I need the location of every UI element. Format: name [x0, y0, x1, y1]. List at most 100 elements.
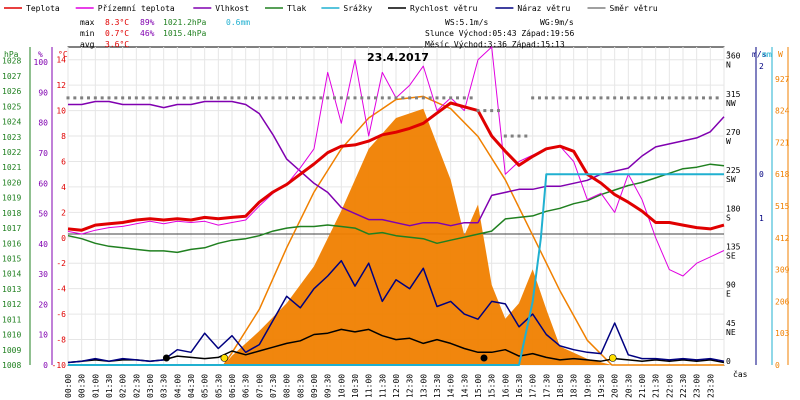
wind-dir-dot	[169, 96, 172, 100]
wind-dir-dot	[100, 96, 104, 100]
series-rain	[68, 173, 724, 366]
wind-dir-dot	[620, 96, 623, 100]
wind-dir-dot	[394, 96, 398, 100]
wind-dir-dot	[497, 109, 500, 113]
tick-hpa: 1018	[2, 209, 21, 218]
tick-dir-deg: 180	[726, 204, 741, 213]
tick-dir-deg: 0	[726, 357, 731, 366]
tick-pct: 20	[38, 300, 48, 309]
tick-time: 03:30	[160, 374, 169, 398]
axes: 1028102710261025102410231022102110201019…	[2, 47, 790, 398]
series-pressure	[67, 163, 725, 254]
moonset-marker	[480, 354, 488, 362]
tick-hpa: 1025	[2, 102, 21, 111]
tick-pct: 30	[38, 270, 48, 279]
tick-time: 22:00	[665, 374, 674, 398]
wind-dir-dot	[640, 96, 644, 100]
tick-pct: 50	[38, 210, 48, 219]
stat-min-hum: 46%	[140, 29, 155, 38]
tick-time: 13:30	[433, 374, 442, 398]
wind-dir-dot	[688, 96, 692, 100]
tick-time: 09:00	[310, 374, 319, 398]
tick-ms: 0	[759, 170, 764, 179]
tick-time: 15:00	[474, 374, 483, 398]
tick-time: 06:00	[228, 374, 237, 398]
stat-rain: 0.6mm	[226, 18, 250, 27]
wind-dir-dot	[257, 96, 261, 100]
solar-area	[68, 108, 724, 366]
tick-c: 2	[61, 208, 66, 217]
axis-label-mm: mm	[762, 50, 772, 59]
wind-dir-dot	[408, 96, 412, 100]
wind-dir-dot	[141, 96, 145, 100]
wind-dir-dot	[346, 96, 350, 100]
tick-c: -4	[56, 285, 66, 294]
wind-dir-dot	[647, 96, 651, 100]
series-wind-gust	[67, 259, 725, 364]
tick-pct: 0	[43, 361, 48, 370]
legend-label: Teplota	[26, 4, 60, 13]
wind-dir-dot	[702, 96, 705, 100]
tick-ms: 2	[759, 62, 764, 71]
wind-dir-dot	[626, 96, 630, 100]
wind-dir-dot	[285, 96, 289, 100]
legend-label: Přízemní teplota	[98, 4, 175, 13]
wind-dir-dot	[367, 96, 371, 100]
tick-dir-name: W	[726, 137, 731, 146]
tick-time: 16:30	[515, 374, 524, 398]
tick-dir-deg: 135	[726, 243, 741, 252]
tick-time: 00:00	[64, 374, 73, 398]
wind-dir-dot	[203, 96, 207, 100]
tick-time: 09:30	[324, 374, 333, 398]
tick-c: -10	[52, 361, 67, 370]
tick-hpa: 1019	[2, 194, 21, 203]
tick-time: 07:30	[269, 374, 278, 398]
wind-dir-dot	[613, 96, 617, 100]
chart-title: 23.4.2017	[367, 51, 429, 64]
wind-dir-dot	[462, 96, 466, 100]
tick-dir-name: S	[726, 213, 731, 222]
wind-dir-dot	[544, 96, 548, 100]
tick-time: 19:30	[597, 374, 606, 398]
tick-time: 01:30	[105, 374, 114, 398]
wind-dir-dot	[93, 96, 97, 100]
axis-label-c: °C	[58, 50, 68, 59]
tick-pct: 60	[38, 179, 48, 188]
tick-dir-name: NW	[726, 99, 736, 108]
wind-dir-dot	[695, 96, 699, 100]
tick-hpa: 1016	[2, 239, 21, 248]
tick-w: 309	[775, 266, 790, 275]
wind-dir-dot	[456, 96, 459, 100]
wind-dir-dot	[353, 96, 357, 100]
wind-dir-dot	[148, 96, 152, 100]
wind-dir-dot	[182, 96, 186, 100]
wind-dir-dot	[292, 96, 295, 100]
wind-dir-dot	[271, 96, 275, 100]
wind-dir-dot	[483, 109, 487, 113]
tick-pct: 70	[38, 149, 48, 158]
wind-dir-dot	[114, 96, 118, 100]
tick-hpa: 1013	[2, 285, 21, 294]
tick-time: 19:00	[583, 374, 592, 398]
wind-dir-dot	[599, 96, 603, 100]
tick-time: 05:30	[214, 374, 223, 398]
wind-dir-dot	[661, 96, 664, 100]
tick-pct: 100	[34, 58, 49, 67]
tick-time: 22:30	[679, 374, 688, 398]
tick-c: 0	[61, 234, 66, 243]
wind-dir-dot	[633, 96, 637, 100]
wind-dir-dot	[579, 96, 582, 100]
tick-time: 21:30	[652, 374, 661, 398]
stat-min-label: min	[80, 29, 95, 38]
wind-dir-dot	[278, 96, 282, 100]
tick-pct: 90	[38, 88, 48, 97]
wind-dir-dot	[251, 96, 254, 100]
tick-time: 11:00	[365, 374, 374, 398]
wind-dir-dot	[305, 96, 309, 100]
tick-time: 04:30	[187, 374, 196, 398]
stat-max-hum: 89%	[140, 18, 155, 27]
wind-dir-dot	[435, 96, 439, 100]
wind-dir-dot	[237, 96, 241, 100]
tick-w: 515	[775, 202, 790, 211]
